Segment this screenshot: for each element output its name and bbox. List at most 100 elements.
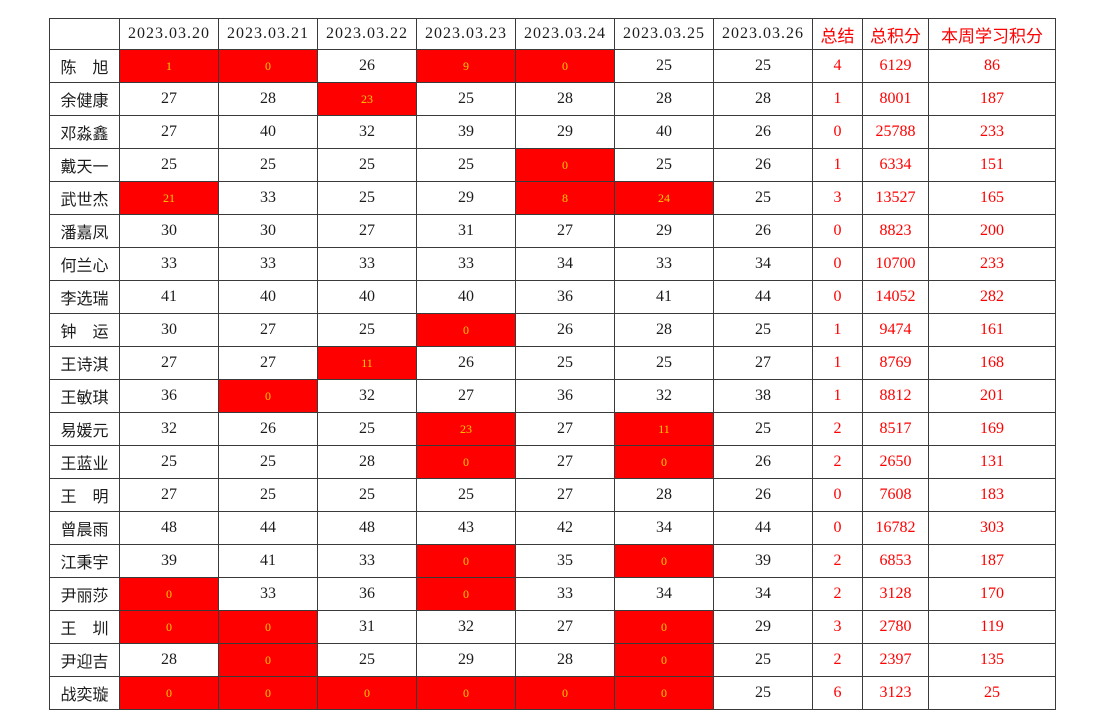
student-name-cell[interactable]: 战奕璇: [49, 676, 120, 710]
total-points-cell[interactable]: 8001: [862, 82, 929, 116]
daily-score-cell[interactable]: 26: [416, 346, 516, 380]
daily-score-cell[interactable]: 26: [713, 478, 813, 512]
daily-score-cell-highlighted[interactable]: 11: [614, 412, 714, 446]
summary-count-cell[interactable]: 2: [812, 445, 863, 479]
total-points-cell[interactable]: 14052: [862, 280, 929, 314]
daily-score-cell-highlighted[interactable]: 24: [614, 181, 714, 215]
summary-count-cell[interactable]: 1: [812, 148, 863, 182]
daily-score-cell-highlighted[interactable]: 23: [317, 82, 417, 116]
week-points-cell[interactable]: 86: [928, 49, 1056, 83]
daily-score-cell[interactable]: 25: [713, 181, 813, 215]
week-points-cell[interactable]: 233: [928, 247, 1056, 281]
daily-score-cell[interactable]: 33: [119, 247, 219, 281]
total-points-cell[interactable]: 13527: [862, 181, 929, 215]
summary-count-cell[interactable]: 0: [812, 280, 863, 314]
summary-count-cell[interactable]: 0: [812, 247, 863, 281]
student-name-cell[interactable]: 王 圳: [49, 610, 120, 644]
daily-score-cell[interactable]: 39: [119, 544, 219, 578]
daily-score-cell[interactable]: 26: [713, 214, 813, 248]
daily-score-cell[interactable]: 26: [317, 49, 417, 83]
week-points-cell[interactable]: 168: [928, 346, 1056, 380]
daily-score-cell-highlighted[interactable]: 0: [614, 445, 714, 479]
daily-score-cell-highlighted[interactable]: 8: [515, 181, 615, 215]
student-name-cell[interactable]: 易媛元: [49, 412, 120, 446]
daily-score-cell[interactable]: 41: [614, 280, 714, 314]
student-name-cell[interactable]: 尹迎吉: [49, 643, 120, 677]
daily-score-cell[interactable]: 33: [515, 577, 615, 611]
daily-score-cell-highlighted[interactable]: 0: [614, 610, 714, 644]
week-points-cell[interactable]: 183: [928, 478, 1056, 512]
daily-score-cell-highlighted[interactable]: 11: [317, 346, 417, 380]
week-points-cell[interactable]: 119: [928, 610, 1056, 644]
total-points-cell[interactable]: 10700: [862, 247, 929, 281]
daily-score-cell-highlighted[interactable]: 0: [614, 643, 714, 677]
week-points-cell[interactable]: 201: [928, 379, 1056, 413]
week-points-cell[interactable]: 161: [928, 313, 1056, 347]
summary-count-cell[interactable]: 4: [812, 49, 863, 83]
date-header[interactable]: 2023.03.22: [317, 18, 417, 50]
daily-score-cell-highlighted[interactable]: 0: [416, 313, 516, 347]
student-name-cell[interactable]: 曾晨雨: [49, 511, 120, 545]
daily-score-cell[interactable]: 43: [416, 511, 516, 545]
week-points-cell[interactable]: 303: [928, 511, 1056, 545]
total-points-cell[interactable]: 7608: [862, 478, 929, 512]
daily-score-cell-highlighted[interactable]: 21: [119, 181, 219, 215]
daily-score-cell[interactable]: 32: [317, 115, 417, 149]
daily-score-cell[interactable]: 33: [218, 577, 318, 611]
summary-count-cell[interactable]: 0: [812, 214, 863, 248]
total-points-cell[interactable]: 6853: [862, 544, 929, 578]
summary-count-cell[interactable]: 1: [812, 313, 863, 347]
daily-score-cell[interactable]: 27: [515, 412, 615, 446]
daily-score-cell[interactable]: 31: [317, 610, 417, 644]
daily-score-cell[interactable]: 33: [218, 181, 318, 215]
daily-score-cell[interactable]: 33: [218, 247, 318, 281]
daily-score-cell-highlighted[interactable]: 0: [218, 643, 318, 677]
daily-score-cell[interactable]: 27: [515, 214, 615, 248]
daily-score-cell[interactable]: 25: [317, 412, 417, 446]
daily-score-cell[interactable]: 34: [515, 247, 615, 281]
daily-score-cell[interactable]: 29: [614, 214, 714, 248]
daily-score-cell[interactable]: 27: [218, 313, 318, 347]
week-points-cell[interactable]: 233: [928, 115, 1056, 149]
daily-score-cell[interactable]: 27: [515, 610, 615, 644]
daily-score-cell[interactable]: 40: [614, 115, 714, 149]
daily-score-cell[interactable]: 39: [713, 544, 813, 578]
daily-score-cell[interactable]: 25: [119, 148, 219, 182]
week-points-cell[interactable]: 165: [928, 181, 1056, 215]
summary-count-cell[interactable]: 1: [812, 82, 863, 116]
daily-score-cell[interactable]: 26: [713, 148, 813, 182]
student-name-cell[interactable]: 尹丽莎: [49, 577, 120, 611]
summary-count-cell[interactable]: 3: [812, 610, 863, 644]
daily-score-cell-highlighted[interactable]: 0: [614, 676, 714, 710]
daily-score-cell[interactable]: 34: [713, 247, 813, 281]
date-header[interactable]: 2023.03.26: [713, 18, 813, 50]
total-points-cell[interactable]: 16782: [862, 511, 929, 545]
summary-count-cell[interactable]: 6: [812, 676, 863, 710]
daily-score-cell[interactable]: 25: [713, 643, 813, 677]
daily-score-cell[interactable]: 29: [416, 181, 516, 215]
student-name-cell[interactable]: 戴天一: [49, 148, 120, 182]
daily-score-cell[interactable]: 25: [218, 148, 318, 182]
daily-score-cell[interactable]: 25: [614, 346, 714, 380]
daily-score-cell-highlighted[interactable]: 0: [416, 544, 516, 578]
daily-score-cell[interactable]: 34: [614, 577, 714, 611]
daily-score-cell[interactable]: 48: [119, 511, 219, 545]
daily-score-cell[interactable]: 33: [614, 247, 714, 281]
daily-score-cell[interactable]: 32: [416, 610, 516, 644]
student-name-cell[interactable]: 王诗淇: [49, 346, 120, 380]
daily-score-cell[interactable]: 25: [317, 643, 417, 677]
daily-score-cell[interactable]: 32: [614, 379, 714, 413]
daily-score-cell[interactable]: 25: [416, 478, 516, 512]
daily-score-cell[interactable]: 28: [119, 643, 219, 677]
student-name-cell[interactable]: 余健康: [49, 82, 120, 116]
daily-score-cell-highlighted[interactable]: 0: [218, 610, 318, 644]
summary-count-cell[interactable]: 2: [812, 412, 863, 446]
daily-score-cell[interactable]: 33: [317, 544, 417, 578]
date-header[interactable]: 2023.03.23: [416, 18, 516, 50]
week-points-header[interactable]: 本周学习积分: [928, 18, 1056, 50]
daily-score-cell-highlighted[interactable]: 0: [218, 49, 318, 83]
daily-score-cell[interactable]: 25: [218, 445, 318, 479]
daily-score-cell[interactable]: 30: [119, 313, 219, 347]
daily-score-cell[interactable]: 27: [119, 115, 219, 149]
daily-score-cell[interactable]: 27: [119, 82, 219, 116]
